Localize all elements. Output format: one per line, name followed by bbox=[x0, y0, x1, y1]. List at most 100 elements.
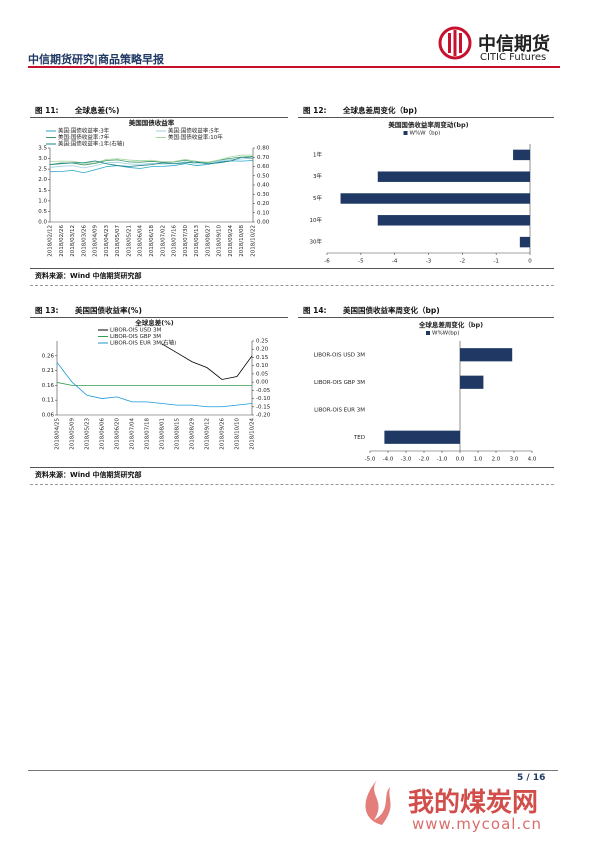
y2-tick-label: 0.00 bbox=[256, 380, 269, 386]
logo-icon bbox=[438, 26, 472, 60]
x-tick-label: 2018/07/16 bbox=[172, 225, 178, 257]
x-tick-label: 2018/09/24 bbox=[228, 225, 234, 257]
y-tick-label: 3.5 bbox=[38, 146, 47, 152]
header-title: 中信期货研究|商品策略早报 bbox=[28, 53, 165, 66]
series-line bbox=[50, 157, 253, 169]
figure-label: 图 14: bbox=[303, 306, 327, 315]
category-label: 3年 bbox=[313, 172, 322, 180]
y2-tick-label: -0.20 bbox=[256, 413, 271, 419]
rule bbox=[30, 117, 288, 118]
legend-label: 美国:国债收益率:1年(右轴) bbox=[58, 140, 125, 148]
x-tick-label: 2018/10/08 bbox=[239, 225, 245, 257]
bar bbox=[460, 348, 513, 362]
y-tick-label: 0.26 bbox=[42, 353, 55, 359]
x-tick-label: -5 bbox=[358, 259, 364, 265]
bar bbox=[460, 375, 484, 389]
legend-label: 美国:国债收益率:7年 bbox=[58, 133, 110, 141]
bar bbox=[513, 149, 530, 161]
x-tick-label: 2018/02/26 bbox=[59, 225, 65, 257]
x-tick-label: -2.0 bbox=[419, 457, 430, 463]
y-tick-label: 0.06 bbox=[42, 413, 55, 419]
x-tick-label: 2018/09/10 bbox=[217, 225, 223, 257]
x-tick-label: 2018/05/07 bbox=[115, 225, 121, 257]
category-label: LIBOR-OIS USD 3M bbox=[314, 352, 366, 358]
x-tick-label: 2018/09/12 bbox=[205, 418, 211, 450]
y2-tick-label: 0.15 bbox=[256, 355, 269, 361]
rule bbox=[298, 317, 554, 318]
x-tick-label: 2018/06/20 bbox=[115, 418, 121, 450]
bar bbox=[377, 171, 530, 182]
y2-tick-label: 0.50 bbox=[257, 173, 270, 179]
x-tick-label: -1 bbox=[493, 259, 498, 265]
y-tick-label: 0.11 bbox=[42, 398, 54, 404]
y-tick-label: 0.21 bbox=[42, 368, 54, 374]
logo-en: CITIC Futures bbox=[480, 52, 547, 63]
x-tick-label: 2018/04/09 bbox=[93, 225, 99, 257]
series-line bbox=[50, 154, 253, 164]
figure-label: 图 13: bbox=[35, 306, 59, 315]
category-label: 1年 bbox=[313, 150, 322, 158]
source: 资料来源：Wind 中信期货研究部 bbox=[35, 471, 142, 479]
bar bbox=[377, 215, 530, 226]
x-tick-label: 2018/10/24 bbox=[250, 418, 256, 450]
rule bbox=[298, 117, 554, 118]
x-tick-label: 2018/04/23 bbox=[104, 225, 110, 257]
y2-tick-label: 0.05 bbox=[256, 371, 269, 377]
x-tick-label: -4.0 bbox=[383, 457, 394, 463]
chart: 美国国债收益率周变动(bp) -6 -5 -4 -3 -2 -1 0 1年 3年 5年 10年 30年 W… bbox=[310, 120, 533, 265]
x-tick-label: 2018/05/09 bbox=[70, 418, 76, 450]
page-number: 5 / 16 bbox=[517, 773, 546, 783]
x-tick-label: -3.0 bbox=[401, 457, 412, 463]
x-tick-label: -2 bbox=[460, 259, 465, 265]
x-tick-label: 2018/05/21 bbox=[126, 225, 132, 257]
x-tick-label: 0 bbox=[528, 259, 532, 265]
x-tick-label: 2018/08/27 bbox=[205, 225, 211, 257]
bar bbox=[340, 193, 530, 204]
chart-title: 全球息差周变化（bp) bbox=[418, 320, 483, 329]
y2-tick-label: 0.40 bbox=[257, 183, 270, 189]
x-tick-label: 2018/05/23 bbox=[85, 418, 91, 450]
footer-rule bbox=[28, 770, 558, 771]
x-tick-label: 2018/06/18 bbox=[149, 225, 155, 257]
legend-label: 美国:国债收益率:10年 bbox=[168, 133, 223, 141]
x-tick-label: 2018/04/25 bbox=[55, 418, 61, 450]
y2-tick-label: 0.00 bbox=[257, 220, 270, 226]
legend-swatch bbox=[403, 131, 408, 135]
legend-swatch bbox=[426, 331, 430, 335]
series-line bbox=[57, 362, 252, 408]
legend-label: 美国:国债收益率:3年 bbox=[58, 127, 110, 135]
chart-title: 美国国债收益率周变动(bp) bbox=[388, 120, 468, 129]
y2-tick-label: 0.30 bbox=[257, 192, 270, 198]
bar bbox=[519, 236, 530, 248]
x-tick-label: 1.0 bbox=[474, 457, 483, 463]
y-tick-label: 0.16 bbox=[42, 383, 55, 389]
x-tick-label: 2018/07/30 bbox=[183, 225, 189, 257]
y-tick-label: 1.0 bbox=[38, 198, 47, 204]
series-line bbox=[50, 156, 253, 167]
x-tick-label: 2018/07/02 bbox=[160, 225, 166, 257]
y2-tick-label: -0.05 bbox=[256, 388, 271, 394]
y-tick-label: 0.5 bbox=[38, 209, 47, 215]
chart: 全球息差(%) 0.06 0.11 0.16 0.21 0.26 0.25 0.20 0.15 0… bbox=[42, 318, 271, 450]
series-line bbox=[50, 160, 253, 174]
series-line bbox=[161, 343, 252, 380]
x-tick-label: 2018/02/12 bbox=[48, 225, 54, 257]
legend-label: LIBOR-OIS GBP 3M bbox=[110, 334, 161, 340]
x-tick-label: 2018/08/13 bbox=[194, 225, 200, 257]
rule bbox=[30, 467, 554, 468]
y2-tick-label: 0.20 bbox=[257, 201, 270, 207]
x-tick-label: 2018/08/29 bbox=[190, 418, 196, 450]
legend-label: LIBOR-OIS USD 3M bbox=[110, 328, 162, 334]
figure-caption: 全球息差(%) bbox=[75, 106, 120, 115]
rule bbox=[30, 285, 554, 286]
y2-tick-label: -0.15 bbox=[256, 404, 271, 410]
y2-tick-label: -0.10 bbox=[256, 396, 271, 402]
x-tick-label: -4 bbox=[392, 259, 398, 265]
watermark-name: 我的煤炭网 bbox=[408, 788, 539, 818]
x-tick-label: 2018/07/18 bbox=[145, 418, 151, 450]
source: 资料来源：Wind 中信期货研究部 bbox=[35, 272, 142, 280]
chart: 美国国债收益率 0.0 0.5 1.0 1.5 2.0 2.5 3.0 3.5 0.00 0.10 0… bbox=[38, 118, 270, 257]
series-line bbox=[57, 382, 252, 386]
x-tick-label: 3.0 bbox=[510, 457, 519, 463]
